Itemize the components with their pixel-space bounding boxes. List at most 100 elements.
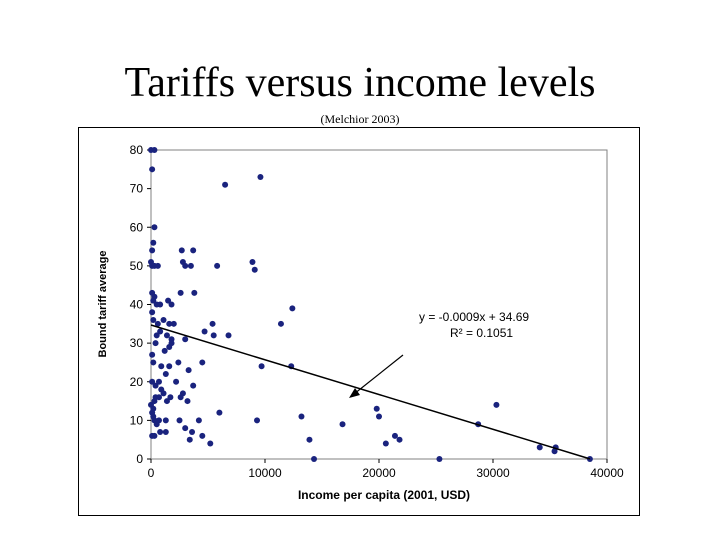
data-point (149, 351, 156, 358)
data-point (191, 289, 198, 296)
data-point (182, 262, 189, 269)
data-point (168, 301, 175, 308)
data-point (396, 436, 403, 443)
data-point (173, 378, 180, 385)
data-point (151, 147, 158, 153)
data-point (150, 316, 157, 323)
data-point (160, 316, 167, 323)
data-point (199, 359, 206, 366)
data-point (163, 332, 170, 339)
data-point (155, 394, 162, 401)
data-point (153, 332, 160, 339)
data-point (209, 320, 216, 327)
data-point (214, 262, 221, 269)
data-point (195, 417, 202, 424)
data-point (151, 224, 158, 231)
data-point (289, 305, 296, 312)
chart-frame: 0 10 20 30 40 50 60 70 80 0 10000 20000 30000 40000 y… (78, 127, 640, 516)
data-point (277, 320, 284, 327)
y-tick-label: 50 (130, 259, 144, 273)
data-point (257, 174, 264, 181)
data-point (158, 363, 165, 370)
data-point (373, 405, 380, 412)
data-point (150, 297, 157, 304)
data-point (162, 417, 169, 424)
data-point (149, 247, 156, 254)
data-point (182, 336, 189, 343)
data-point (166, 320, 173, 327)
data-point (168, 340, 175, 347)
y-tick-label: 60 (130, 220, 144, 234)
data-point (382, 440, 389, 447)
data-point (170, 320, 177, 327)
data-point (339, 421, 346, 428)
data-point (167, 394, 174, 401)
y-tick-label: 70 (130, 182, 144, 196)
slide-title: Tariffs versus income levels (124, 60, 596, 106)
data-point (436, 456, 443, 462)
data-point (163, 398, 170, 405)
data-point (150, 359, 157, 366)
data-point (190, 247, 197, 254)
data-point (157, 428, 164, 435)
data-point (201, 328, 208, 335)
data-point (149, 309, 156, 316)
data-point (391, 432, 398, 439)
data-point (150, 239, 157, 246)
trendline-equation: y = -0.0009x + 34.69 (419, 310, 529, 324)
x-tick-label: 10000 (248, 466, 282, 480)
data-point (176, 417, 183, 424)
x-tick-label: 40000 (590, 466, 624, 480)
data-point (187, 262, 194, 269)
data-point (306, 436, 313, 443)
data-point (251, 266, 258, 273)
data-point (166, 363, 173, 370)
data-point (162, 428, 169, 435)
data-point (154, 320, 161, 327)
data-point (175, 359, 182, 366)
data-point (536, 444, 543, 451)
data-point (151, 432, 158, 439)
data-point (184, 398, 191, 405)
data-point (160, 390, 167, 397)
data-point (157, 301, 164, 308)
data-point (216, 409, 223, 416)
trendline-group (150, 324, 591, 460)
data-point (207, 440, 214, 447)
y-axis-label: Bound tariff average (97, 251, 109, 358)
data-point (155, 417, 162, 424)
slide-subtitle: (Melchior 2003) (320, 112, 400, 126)
data-point (177, 394, 184, 401)
y-tick-label: 80 (130, 143, 144, 157)
annotation-arrow (353, 354, 404, 395)
data-point (493, 401, 500, 408)
trendline (150, 324, 591, 460)
data-point (152, 382, 159, 389)
data-point (586, 456, 593, 462)
data-points (148, 147, 593, 462)
data-point (149, 378, 156, 385)
data-point (186, 436, 193, 443)
data-point (311, 456, 318, 462)
annotation-arrowhead (349, 388, 360, 398)
data-point (376, 413, 382, 420)
axes: 0 10 20 30 40 50 60 70 80 0 10000 20000 30000 40000 (130, 143, 624, 480)
y-tick-label: 20 (130, 375, 144, 389)
data-point (162, 371, 169, 378)
x-axis-label: Income per capita (2001, USD) (298, 488, 470, 502)
data-point (161, 347, 168, 354)
data-point (189, 428, 196, 435)
data-point (222, 181, 229, 188)
data-point (298, 413, 305, 420)
data-point (225, 332, 232, 339)
data-point (185, 367, 192, 374)
data-point (199, 432, 206, 439)
y-tick-label: 10 (130, 413, 144, 427)
x-tick-label: 0 (148, 466, 155, 480)
data-point (154, 262, 161, 269)
y-tick-label: 0 (136, 452, 143, 466)
scatter-chart: 0 10 20 30 40 50 60 70 80 0 10000 20000 30000 40000 y… (97, 143, 624, 502)
data-point (249, 259, 256, 266)
data-point (210, 332, 217, 339)
data-point (190, 382, 197, 389)
